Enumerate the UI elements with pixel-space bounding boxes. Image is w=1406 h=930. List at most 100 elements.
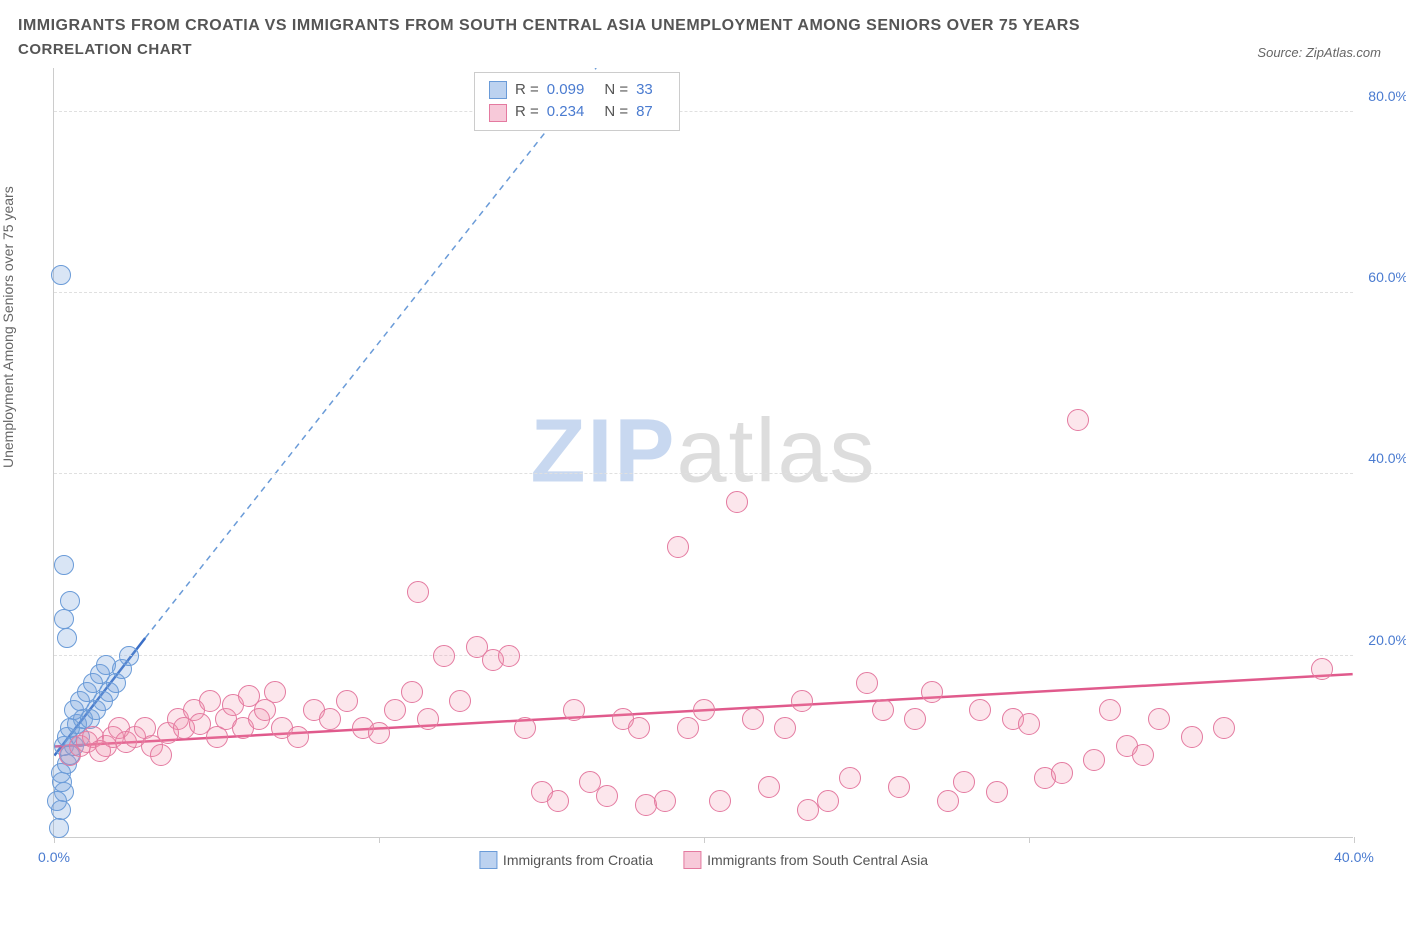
data-point	[872, 699, 894, 721]
data-point	[742, 708, 764, 730]
y-axis-label: Unemployment Among Seniors over 75 years	[0, 186, 16, 468]
data-point	[969, 699, 991, 721]
watermark: ZIPatlas	[530, 401, 876, 504]
gridline	[54, 473, 1353, 474]
data-point	[449, 690, 471, 712]
n-label: N =	[604, 79, 628, 102]
x-tick-label: 0.0%	[38, 849, 70, 865]
data-point	[667, 536, 689, 558]
data-point	[1099, 699, 1121, 721]
source-label: Source:	[1257, 45, 1302, 60]
data-point	[336, 690, 358, 712]
data-point	[1051, 762, 1073, 784]
data-point	[119, 646, 139, 666]
data-point	[287, 726, 309, 748]
bottom-legend: Immigrants from Croatia Immigrants from …	[479, 851, 928, 869]
data-point	[384, 699, 406, 721]
data-point	[709, 790, 731, 812]
stats-row-croatia: R = 0.099 N = 33	[489, 79, 665, 102]
data-point	[1181, 726, 1203, 748]
data-point	[60, 591, 80, 611]
x-tick	[54, 837, 55, 843]
data-point	[264, 681, 286, 703]
stats-row-sca: R = 0.234 N = 87	[489, 101, 665, 124]
watermark-zip: ZIP	[530, 402, 676, 502]
data-point	[417, 708, 439, 730]
r-label: R =	[515, 101, 539, 124]
data-point	[96, 655, 116, 675]
legend-item-sca: Immigrants from South Central Asia	[683, 851, 928, 869]
data-point	[693, 699, 715, 721]
n-label: N =	[604, 101, 628, 124]
data-point	[628, 717, 650, 739]
source-name: ZipAtlas.com	[1306, 45, 1381, 60]
data-point	[498, 645, 520, 667]
data-point	[52, 772, 72, 792]
data-point	[677, 717, 699, 739]
y-tick-label: 20.0%	[1368, 632, 1406, 648]
legend-swatch-croatia	[479, 851, 497, 869]
data-point	[47, 791, 67, 811]
data-point	[547, 790, 569, 812]
legend-label-croatia: Immigrants from Croatia	[503, 852, 653, 868]
data-point	[596, 785, 618, 807]
data-point	[921, 681, 943, 703]
data-point	[1311, 658, 1333, 680]
data-point	[953, 771, 975, 793]
x-tick	[379, 837, 380, 843]
data-point	[774, 717, 796, 739]
data-point	[514, 717, 536, 739]
data-point	[817, 790, 839, 812]
legend-swatch-sca	[683, 851, 701, 869]
swatch-sca	[489, 104, 507, 122]
stats-legend: R = 0.099 N = 33 R = 0.234 N = 87	[474, 72, 680, 131]
y-tick-label: 60.0%	[1368, 269, 1406, 285]
r-value-sca: 0.234	[547, 101, 585, 124]
x-tick-label: 40.0%	[1334, 849, 1374, 865]
gridline	[54, 111, 1353, 112]
data-point	[635, 794, 657, 816]
n-value-croatia: 33	[636, 79, 653, 102]
data-point	[1148, 708, 1170, 730]
y-tick-label: 80.0%	[1368, 88, 1406, 104]
data-point	[654, 790, 676, 812]
title-block: IMMIGRANTS FROM CROATIA VS IMMIGRANTS FR…	[18, 12, 1388, 58]
data-point	[758, 776, 780, 798]
data-point	[726, 491, 748, 513]
data-point	[150, 744, 172, 766]
data-point	[319, 708, 341, 730]
data-point	[986, 781, 1008, 803]
watermark-atlas: atlas	[676, 402, 876, 502]
data-point	[401, 681, 423, 703]
legend-label-sca: Immigrants from South Central Asia	[707, 852, 928, 868]
data-point	[433, 645, 455, 667]
gridline	[54, 292, 1353, 293]
legend-item-croatia: Immigrants from Croatia	[479, 851, 653, 869]
chart-title: IMMIGRANTS FROM CROATIA VS IMMIGRANTS FR…	[18, 12, 1388, 41]
n-value-sca: 87	[636, 101, 653, 124]
data-point	[368, 722, 390, 744]
data-point	[791, 690, 813, 712]
data-point	[1067, 409, 1089, 431]
data-point	[1083, 749, 1105, 771]
data-point	[839, 767, 861, 789]
swatch-croatia	[489, 81, 507, 99]
data-point	[1132, 744, 1154, 766]
source-attribution: Source: ZipAtlas.com	[1257, 45, 1381, 60]
data-point	[937, 790, 959, 812]
y-tick-label: 40.0%	[1368, 450, 1406, 466]
chart-subtitle: CORRELATION CHART	[18, 41, 1388, 58]
r-label: R =	[515, 79, 539, 102]
data-point	[1018, 713, 1040, 735]
gridline	[54, 655, 1353, 656]
data-point	[1213, 717, 1235, 739]
data-point	[57, 628, 77, 648]
data-point	[407, 581, 429, 603]
x-tick	[1354, 837, 1355, 843]
data-point	[49, 818, 69, 838]
r-value-croatia: 0.099	[547, 79, 585, 102]
data-point	[54, 609, 74, 629]
data-point	[51, 265, 71, 285]
x-tick	[704, 837, 705, 843]
data-point	[888, 776, 910, 798]
